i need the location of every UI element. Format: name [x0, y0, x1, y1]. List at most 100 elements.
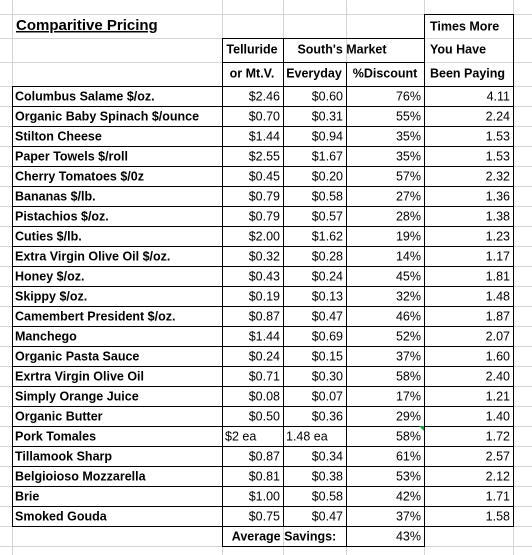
price: $0.87	[249, 449, 280, 463]
price: $0.60	[312, 89, 343, 103]
header-discount: %Discount	[353, 66, 418, 80]
price: $2.00	[249, 229, 280, 243]
price: $0.19	[249, 289, 280, 303]
price: $0.36	[312, 409, 343, 423]
discount: 35%	[396, 149, 421, 163]
item-name: Honey $/oz.	[15, 269, 84, 283]
times-more: 2.40	[486, 369, 510, 383]
discount: 37%	[396, 509, 421, 523]
item-name: Stilton Cheese	[15, 129, 102, 143]
price: $0.20	[312, 169, 343, 183]
times-more: 1.87	[486, 309, 510, 323]
price: $0.28	[312, 249, 343, 263]
times-more: 2.57	[486, 449, 510, 463]
cell-border	[424, 14, 514, 87]
item-name: Smoked Gouda	[15, 509, 108, 523]
price: $1.44	[249, 329, 280, 343]
item-name: Skippy $/oz.	[15, 289, 87, 303]
price: $0.43	[249, 269, 280, 283]
item-name: Belgioioso Mozzarella	[15, 469, 147, 483]
item-name: Pistachios $/oz.	[15, 209, 109, 223]
times-more: 1.53	[486, 149, 510, 163]
cell-border	[424, 506, 514, 527]
header-telluride: Telluride	[226, 42, 277, 56]
item-name: Organic Butter	[15, 409, 103, 423]
average-label: Average Savings:	[232, 529, 336, 543]
discount: 57%	[396, 169, 421, 183]
price: $2.46	[249, 89, 280, 103]
discount: 61%	[396, 449, 421, 463]
price: $0.32	[249, 249, 280, 263]
item-name: Cherry Tomatoes $/0z	[15, 169, 144, 183]
discount: 27%	[396, 189, 421, 203]
times-more: 1.17	[486, 249, 510, 263]
item-name: Brie	[15, 489, 39, 503]
discount: 55%	[396, 109, 421, 123]
discount: 37%	[396, 349, 421, 363]
price: $0.31	[312, 109, 343, 123]
price: 1.48 ea	[286, 429, 328, 443]
item-name: Tillamook Sharp	[15, 449, 112, 463]
price: $0.30	[312, 369, 343, 383]
error-indicator	[419, 426, 424, 431]
times-more: 4.11	[487, 89, 510, 103]
price: $2.55	[249, 149, 280, 163]
item-name: Pork Tomales	[15, 429, 96, 443]
times-more: 1.81	[486, 269, 510, 283]
item-name: Paper Towels $/roll	[15, 149, 128, 163]
times-more: 1.38	[486, 209, 510, 223]
discount: 14%	[396, 249, 421, 263]
price: $0.07	[312, 389, 343, 403]
price: $0.34	[312, 449, 343, 463]
price: $0.57	[312, 209, 343, 223]
discount: 58%	[396, 429, 421, 443]
header-telluride: or Mt.V.	[230, 66, 275, 80]
item-name: Cuties $/lb.	[15, 229, 82, 243]
discount: 45%	[396, 269, 421, 283]
price: $0.94	[312, 129, 343, 143]
discount: 28%	[396, 209, 421, 223]
cell-borders	[12, 14, 514, 547]
price: $0.13	[312, 289, 343, 303]
discount: 46%	[396, 309, 421, 323]
average-value: 43%	[396, 529, 421, 543]
times-more: 1.60	[486, 349, 510, 363]
price: $2 ea	[225, 429, 256, 443]
cell-border	[12, 486, 223, 507]
discount: 42%	[396, 489, 421, 503]
times-more: 2.12	[486, 469, 510, 483]
times-more: 1.58	[486, 509, 510, 523]
discount: 29%	[396, 409, 421, 423]
header-everyday: Everyday	[286, 66, 342, 80]
header-times: Been Paying	[430, 66, 505, 80]
price: $0.70	[249, 109, 280, 123]
discount: 58%	[396, 369, 421, 383]
sheet-title: Comparitive Pricing	[16, 17, 158, 34]
price: $0.87	[249, 309, 280, 323]
times-more: 1.71	[486, 489, 510, 503]
price: $0.79	[249, 189, 280, 203]
discount: 52%	[396, 329, 421, 343]
price: $1.67	[312, 149, 343, 163]
price: $0.08	[249, 389, 280, 403]
times-more: 1.53	[486, 129, 510, 143]
times-more: 1.21	[486, 389, 510, 403]
price: $0.47	[312, 309, 343, 323]
item-name: Organic Pasta Sauce	[15, 349, 139, 363]
times-more: 1.40	[486, 409, 510, 423]
price: $1.44	[249, 129, 280, 143]
times-more: 1.23	[486, 229, 510, 243]
times-more: 1.72	[486, 429, 510, 443]
item-name: Extra Virgin Olive Oil $/oz.	[15, 249, 170, 263]
price: $1.62	[312, 229, 343, 243]
discount: 35%	[396, 129, 421, 143]
price: $0.50	[249, 409, 280, 423]
header-times: Times More	[430, 19, 499, 33]
price: $0.45	[249, 169, 280, 183]
price: $0.75	[249, 509, 280, 523]
times-more: 2.24	[486, 109, 510, 123]
price: $1.00	[249, 489, 280, 503]
discount: 76%	[396, 89, 421, 103]
times-more: 1.36	[486, 189, 510, 203]
